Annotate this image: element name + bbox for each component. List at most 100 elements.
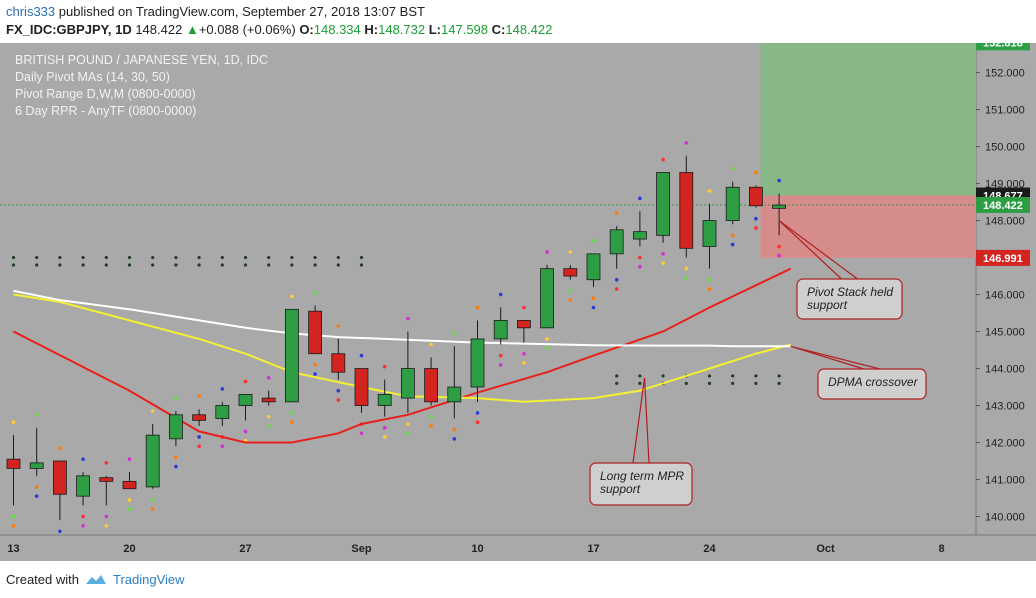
candle-body: [29, 462, 44, 469]
pivot-range-dot: [336, 388, 341, 393]
pivot-dot: [220, 255, 224, 260]
pivot-range-dot: [638, 265, 642, 269]
x-tick-label: 8: [938, 543, 944, 555]
candle: [493, 307, 508, 345]
legend-line: Daily Pivot MAs (14, 30, 50): [15, 70, 170, 84]
pivot-range-dot: [545, 250, 549, 254]
candle: [470, 320, 485, 402]
y-tick-label: 141.000: [985, 475, 1025, 487]
candle-body: [563, 268, 578, 277]
pivot-dot: [267, 255, 271, 260]
candle: [586, 253, 601, 288]
pivot-range-dot: [754, 170, 758, 175]
candle-body: [192, 414, 207, 421]
pivot-range-dot: [406, 422, 410, 426]
pivot-range-dot: [568, 250, 573, 254]
pivot-range-dot: [104, 514, 109, 519]
pivot-range-dot: [638, 255, 642, 260]
pivot-range-dot: [684, 141, 689, 145]
high-label: H:: [364, 22, 379, 37]
pivot-range-dot: [707, 277, 712, 282]
author-link[interactable]: chris333: [6, 4, 56, 19]
x-tick-label: Sep: [351, 543, 371, 555]
pivot-range-dot: [290, 411, 294, 415]
pivot-dot: [731, 374, 735, 378]
publish-line: chris333 published on TradingView.com, S…: [6, 4, 425, 19]
stop-zone: [760, 195, 976, 258]
pivot-range-dot: [266, 424, 271, 428]
pivot-range-dot: [382, 435, 387, 439]
y-tick-label: 140.000: [985, 512, 1025, 524]
pivot-range-dot: [591, 305, 596, 310]
candle: [447, 346, 462, 419]
candle-body: [122, 480, 137, 490]
pivot-range-dot: [522, 361, 526, 365]
pivot-dot: [290, 263, 294, 267]
pivot-dot: [81, 263, 85, 267]
pivot-range-dot: [290, 294, 294, 299]
pivot-dot: [615, 374, 619, 378]
open-label: O:: [299, 22, 314, 37]
candle: [308, 305, 323, 355]
pivot-range-dot: [591, 296, 596, 301]
pivot-range-dot: [614, 287, 619, 291]
ma-line-red: [13, 267, 792, 444]
pivot-range-dot: [174, 455, 178, 460]
candle-body: [76, 475, 90, 497]
annotation-text: Pivot Stack held: [807, 285, 893, 299]
pivot-range-dot: [81, 457, 85, 461]
annotation-text: DPMA crossover: [828, 375, 919, 389]
pivot-range-dot: [730, 242, 735, 247]
pivot-dot: [707, 374, 712, 378]
pivot-dot: [313, 263, 317, 267]
pivot-dot: [313, 255, 317, 260]
candle-body: [284, 308, 299, 403]
y-tick-label: 152.000: [985, 68, 1025, 80]
low-value: 147.598: [441, 22, 489, 37]
pivot-range-dot: [754, 226, 758, 230]
candle: [749, 185, 763, 208]
pivot-range-dot: [11, 420, 16, 424]
price-chart[interactable]: 140.000 141.000 142.000 143.000 144.000 145.0…: [0, 43, 1036, 561]
y-tick-label: 148.000: [985, 216, 1025, 228]
pivot-range-dot: [243, 379, 248, 384]
annotation-text: support: [807, 298, 848, 312]
pivot-range-dot: [58, 446, 62, 450]
pivot-range-dot: [127, 457, 132, 461]
footer: Created with TradingView: [6, 572, 185, 587]
pivot-range-dot: [591, 239, 596, 243]
pivot-range-dot: [684, 276, 689, 280]
tradingview-link[interactable]: TradingView: [112, 572, 185, 587]
annotation-arrow: [632, 377, 650, 464]
pivot-range-dot: [614, 277, 619, 282]
pivot-dot: [336, 255, 340, 260]
pivot-range-dot: [429, 342, 433, 347]
y-tick-label: 146.000: [985, 290, 1025, 302]
pivot-range-dot: [545, 346, 549, 350]
candle-body: [424, 368, 439, 403]
candle-body: [400, 368, 415, 399]
price-label-box: [976, 43, 1030, 51]
pivot-dot: [197, 263, 201, 267]
pivot-dot: [127, 263, 132, 267]
x-tick-label: 24: [703, 543, 716, 555]
x-tick-label: Oct: [816, 543, 835, 555]
pivot-range-dot: [336, 398, 341, 402]
pivot-range-dot: [382, 364, 387, 369]
pivot-range-dot: [220, 387, 225, 391]
pivot-dot: [35, 255, 39, 260]
pivot-dot: [174, 255, 178, 260]
pivot-range-dot: [522, 351, 526, 356]
pivot-dot: [151, 255, 155, 260]
pivot-range-dot: [614, 211, 619, 215]
pivot-dot: [151, 263, 155, 267]
pivot-dot: [58, 255, 62, 260]
pivot-range-dot: [11, 514, 16, 519]
price-label-box: [976, 196, 1030, 213]
ma-line-yellow: [13, 293, 791, 403]
pivot-range-dot: [11, 523, 16, 528]
candle: [400, 331, 415, 413]
y-tick-label: 150.000: [985, 142, 1025, 154]
pivot-range-dot: [197, 444, 201, 449]
legend-line: 6 Day RPR - AnyTF (0800-0000): [15, 104, 196, 118]
